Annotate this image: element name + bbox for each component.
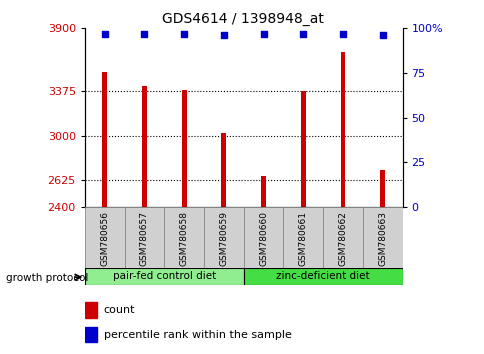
Text: GSM780658: GSM780658: [179, 211, 188, 266]
Text: GDS4614 / 1398948_at: GDS4614 / 1398948_at: [161, 12, 323, 27]
FancyBboxPatch shape: [283, 207, 322, 269]
Bar: [102, 73, 107, 207]
Text: GSM780657: GSM780657: [140, 211, 149, 266]
Point: [299, 31, 306, 36]
FancyBboxPatch shape: [124, 207, 164, 269]
FancyBboxPatch shape: [243, 268, 402, 285]
Point: [101, 31, 108, 36]
Point: [378, 33, 386, 38]
FancyBboxPatch shape: [85, 268, 243, 285]
Bar: [340, 52, 345, 207]
Bar: [85, 327, 97, 342]
FancyBboxPatch shape: [322, 207, 362, 269]
Point: [220, 33, 227, 38]
Text: pair-fed control diet: pair-fed control diet: [112, 272, 215, 281]
FancyBboxPatch shape: [204, 207, 243, 269]
Bar: [182, 90, 186, 207]
Text: GSM780656: GSM780656: [100, 211, 109, 266]
Bar: [85, 302, 97, 318]
Point: [338, 31, 346, 36]
Point: [180, 31, 188, 36]
Bar: [142, 86, 147, 207]
Text: GSM780661: GSM780661: [298, 211, 307, 266]
Bar: [300, 91, 305, 207]
Text: zinc-deficient diet: zinc-deficient diet: [276, 272, 369, 281]
FancyBboxPatch shape: [362, 207, 402, 269]
Text: GSM780659: GSM780659: [219, 211, 228, 266]
Bar: [221, 133, 226, 207]
Bar: [379, 170, 384, 207]
FancyBboxPatch shape: [85, 207, 124, 269]
FancyBboxPatch shape: [164, 207, 204, 269]
Text: GSM780663: GSM780663: [378, 211, 386, 266]
Text: percentile rank within the sample: percentile rank within the sample: [104, 330, 291, 339]
Text: GSM780662: GSM780662: [338, 211, 347, 266]
Bar: [261, 176, 265, 207]
Point: [259, 31, 267, 36]
Text: count: count: [104, 305, 135, 315]
FancyBboxPatch shape: [243, 207, 283, 269]
Point: [140, 31, 148, 36]
Text: GSM780660: GSM780660: [258, 211, 268, 266]
Text: growth protocol: growth protocol: [6, 273, 89, 283]
